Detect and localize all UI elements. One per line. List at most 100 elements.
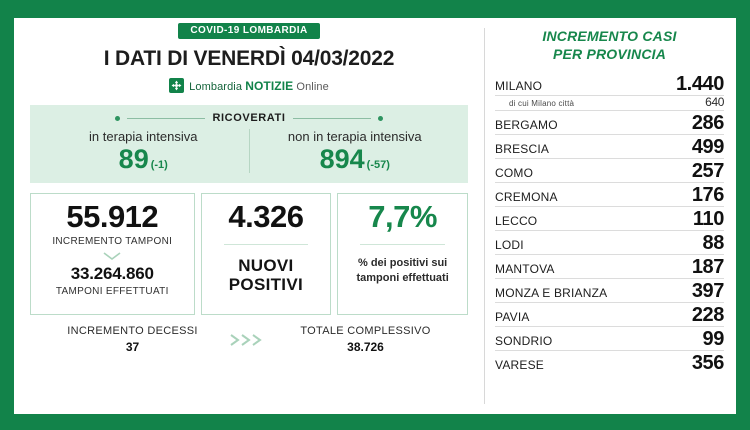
- new-positives-label-line1: NUOVI: [238, 256, 294, 276]
- province-value: 228: [691, 304, 725, 326]
- new-positives-label: NUOVI POSITIVI: [229, 256, 303, 294]
- new-positives-stat-box: 4.326 NUOVI POSITIVI: [200, 193, 332, 316]
- intensive-care-block: in terapia intensiva 89 (-1): [38, 129, 249, 173]
- column-divider: [484, 28, 485, 404]
- province-row: SONDRIO 99: [495, 327, 724, 351]
- provinces-list: MILANO 1.440 di cui Milano città 640 BERGAMO…: [495, 72, 724, 373]
- intensive-care-value: 89 (-1): [38, 145, 249, 173]
- intensive-care-number: 89: [118, 144, 149, 174]
- intensive-care-delta: (-1): [150, 159, 168, 171]
- province-value: 99: [702, 328, 725, 350]
- swabs-increment-label: INCREMENTO TAMPONI: [52, 236, 173, 248]
- province-row: LECCO 110: [495, 207, 724, 231]
- covid-lombardia-badge: COVID-19 LOMBARDIA: [178, 23, 320, 39]
- province-value: 397: [691, 280, 725, 302]
- province-value: 110: [692, 208, 724, 230]
- province-value: 88: [702, 232, 725, 254]
- deaths-total-value: 38.726: [347, 340, 384, 355]
- swabs-stat-box: 55.912 INCREMENTO TAMPONI 33.264.860 TAM…: [30, 193, 195, 316]
- province-name: MONZA E BRIANZA: [495, 286, 608, 300]
- hospitalized-panel: RICOVERATI in terapia intensiva 89 (-1) n…: [30, 105, 468, 184]
- rule-right: [292, 117, 371, 119]
- province-value: 499: [691, 136, 725, 158]
- hospitalized-header: RICOVERATI: [38, 112, 460, 124]
- province-name: di cui Milano città: [509, 99, 575, 108]
- province-name: MANTOVA: [495, 262, 555, 276]
- positivity-desc-line2: tamponi effettuati: [356, 271, 449, 284]
- province-row: LODI 88: [495, 231, 724, 255]
- new-positives-value: 4.326: [228, 199, 304, 235]
- chevron-down-icon: [102, 251, 122, 261]
- intensive-care-label: in terapia intensiva: [89, 129, 198, 144]
- province-value: 176: [691, 184, 725, 206]
- new-positives-label-line2: POSITIVI: [228, 275, 303, 295]
- provinces-title: INCREMENTO CASI PER PROVINCIA: [495, 28, 724, 63]
- new-positives-divider: [223, 244, 309, 246]
- chevrons-right-icon: [227, 331, 271, 349]
- province-name: COMO: [495, 166, 534, 180]
- province-row: CREMONA 176: [495, 183, 724, 207]
- province-name: VARESE: [495, 358, 544, 372]
- province-name: BRESCIA: [495, 142, 550, 156]
- deaths-increment-value: 37: [125, 340, 140, 355]
- non-intensive-care-block: non in terapia intensiva 894 (-57): [248, 129, 461, 174]
- province-value: 286: [691, 112, 725, 134]
- provinces-title-line1: INCREMENTO CASI: [542, 28, 677, 44]
- provinces-title-line2: PER PROVINCIA: [552, 45, 667, 62]
- province-name: MILANO: [495, 79, 543, 93]
- province-row: COMO 257: [495, 159, 724, 183]
- province-name: LODI: [495, 238, 524, 252]
- deaths-total-block: TOTALE COMPLESSIVO 38.726: [271, 325, 460, 354]
- header: COVID-19 LOMBARDIA I DATI DI VENERDÌ 04/…: [14, 18, 484, 93]
- deaths-increment-label: INCREMENTO DECESSI: [67, 325, 198, 338]
- non-intensive-care-value: 894 (-57): [250, 145, 461, 173]
- province-name: SONDRIO: [495, 334, 553, 348]
- province-name: PAVIA: [495, 310, 530, 324]
- non-intensive-care-label: non in terapia intensiva: [287, 129, 422, 144]
- bullet-dot-left-icon: [115, 115, 121, 121]
- logo-text: Lombardia NOTIZIE Online: [189, 79, 329, 93]
- non-intensive-care-delta: (-57): [366, 159, 390, 171]
- stat-boxes: 55.912 INCREMENTO TAMPONI 33.264.860 TAM…: [30, 193, 468, 316]
- logo-word-online: Online: [296, 80, 329, 93]
- non-intensive-care-number: 894: [319, 144, 365, 174]
- logo-word-lombardia: Lombardia: [189, 80, 243, 93]
- rule-left: [127, 117, 206, 119]
- positivity-rate-stat-box: 7,7% % dei positivi sui tamponi effettuat…: [337, 193, 468, 316]
- positivity-rate-value: 7,7%: [368, 199, 437, 235]
- swabs-total-value: 33.264.860: [70, 264, 154, 284]
- province-row: BERGAMO 286: [495, 111, 724, 135]
- hospitalized-title: RICOVERATI: [212, 112, 286, 124]
- provinces-column: INCREMENTO CASI PER PROVINCIA MILANO 1.44…: [485, 18, 736, 414]
- positivity-rate-divider: [360, 244, 445, 246]
- province-row: BRESCIA 499: [495, 135, 724, 159]
- brand-logo: Lombardia NOTIZIE Online: [14, 78, 484, 93]
- positivity-desc-line1: % dei positivi sui: [358, 257, 448, 270]
- province-value: 1.440: [675, 73, 724, 95]
- province-name: BERGAMO: [495, 118, 558, 132]
- province-value: 356: [691, 352, 725, 374]
- province-name: LECCO: [495, 214, 538, 228]
- logo-word-notizie: NOTIZIE: [245, 78, 294, 93]
- province-value: 257: [691, 160, 725, 182]
- deaths-total-label: TOTALE COMPLESSIVO: [300, 325, 431, 338]
- swabs-increment-value: 55.912: [66, 199, 159, 235]
- infographic-card: COVID-19 LOMBARDIA I DATI DI VENERDÌ 04/…: [14, 18, 736, 414]
- left-column: COVID-19 LOMBARDIA I DATI DI VENERDÌ 04/…: [14, 18, 484, 414]
- hospitalized-columns: in terapia intensiva 89 (-1) non in terap…: [38, 129, 461, 174]
- page-title: I DATI DI VENERDÌ 04/03/2022: [103, 47, 395, 70]
- province-value: 187: [691, 256, 725, 278]
- lombardia-rose-icon: [169, 78, 185, 93]
- deaths-row: INCREMENTO DECESSI 37 TOTALE COMPLESSIVO: [38, 325, 460, 354]
- positivity-rate-description: % dei positivi sui tamponi effettuati: [356, 256, 448, 285]
- deaths-increment-block: INCREMENTO DECESSI 37: [38, 325, 227, 354]
- swabs-total-label: TAMPONI EFFETTUATI: [55, 286, 169, 298]
- province-row: MANTOVA 187: [495, 255, 724, 279]
- province-row: MILANO 1.440: [495, 72, 724, 96]
- bullet-dot-right-icon: [377, 115, 383, 121]
- province-value: 640: [705, 95, 724, 109]
- province-name: CREMONA: [495, 190, 558, 204]
- province-row: di cui Milano città 640: [495, 96, 724, 111]
- province-row: PAVIA 228: [495, 303, 724, 327]
